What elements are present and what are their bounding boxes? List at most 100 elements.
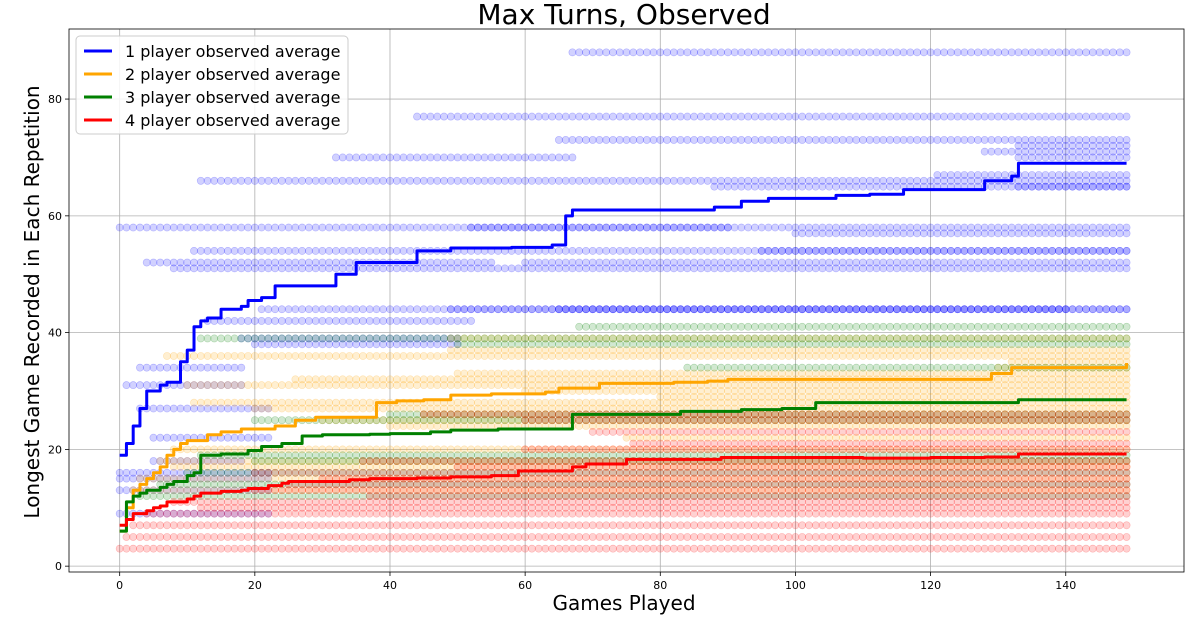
scatter-point bbox=[223, 246, 232, 255]
scatter-point bbox=[784, 48, 793, 57]
scatter-point bbox=[811, 322, 820, 331]
scatter-point bbox=[250, 223, 259, 232]
scatter-point bbox=[507, 176, 516, 185]
scatter-point bbox=[838, 136, 847, 144]
scatter-point bbox=[946, 176, 955, 185]
scatter-point bbox=[933, 246, 942, 255]
scatter-point bbox=[859, 305, 867, 314]
scatter-point bbox=[1028, 305, 1036, 314]
scatter-point bbox=[440, 305, 448, 314]
scatter-point bbox=[784, 246, 793, 255]
scatter-point bbox=[636, 223, 644, 232]
scatter-point bbox=[1075, 153, 1084, 162]
scatter-point bbox=[622, 48, 631, 57]
scatter-point bbox=[825, 352, 834, 360]
scatter-point bbox=[1055, 182, 1063, 191]
scatter-point bbox=[582, 176, 590, 185]
scatter-point bbox=[994, 264, 1003, 273]
scatter-point bbox=[805, 112, 813, 121]
scatter-point bbox=[514, 264, 523, 273]
scatter-point bbox=[845, 322, 854, 331]
scatter-point bbox=[1095, 182, 1104, 191]
scatter-point bbox=[1109, 48, 1117, 57]
scatter-point bbox=[122, 486, 131, 495]
scatter-point bbox=[217, 246, 225, 255]
scatter-point bbox=[250, 381, 259, 390]
scatter-point bbox=[1115, 305, 1124, 314]
scatter-point bbox=[582, 223, 590, 232]
scatter-point bbox=[568, 153, 577, 162]
scatter-point bbox=[257, 264, 266, 273]
scatter-point bbox=[419, 112, 428, 121]
scatter-point bbox=[494, 264, 503, 273]
scatter-point bbox=[899, 229, 908, 238]
scatter-point bbox=[359, 264, 367, 273]
scatter-point bbox=[703, 246, 712, 255]
scatter-point bbox=[379, 416, 388, 425]
scatter-point bbox=[1028, 322, 1036, 331]
scatter-point bbox=[845, 363, 854, 372]
scatter-point bbox=[744, 363, 753, 372]
scatter-point bbox=[575, 223, 584, 232]
scatter-point bbox=[311, 305, 320, 314]
scatter-point bbox=[332, 264, 340, 273]
scatter-point bbox=[1021, 176, 1030, 185]
scatter-point bbox=[642, 264, 651, 273]
scatter-point bbox=[115, 509, 124, 518]
scatter-point bbox=[615, 136, 624, 144]
scatter-point bbox=[805, 264, 813, 273]
scatter-point bbox=[663, 305, 671, 314]
scatter-point bbox=[298, 317, 307, 325]
scatter-point bbox=[325, 404, 334, 413]
scatter-point bbox=[500, 176, 509, 185]
scatter-point bbox=[683, 48, 692, 57]
scatter-point bbox=[649, 264, 658, 273]
scatter-point bbox=[865, 48, 874, 57]
scatter-point bbox=[284, 264, 293, 273]
scatter-point bbox=[690, 322, 698, 331]
scatter-point bbox=[325, 246, 334, 255]
scatter-point bbox=[359, 305, 367, 314]
scatter-point bbox=[1068, 153, 1077, 162]
scatter-point bbox=[264, 176, 273, 185]
scatter-point bbox=[913, 322, 921, 331]
scatter-point bbox=[622, 136, 631, 144]
scatter-point bbox=[392, 153, 401, 162]
scatter-point bbox=[919, 229, 928, 238]
scatter-point bbox=[615, 223, 624, 232]
scatter-point bbox=[1082, 147, 1090, 156]
scatter-point bbox=[1109, 182, 1117, 191]
scatter-point bbox=[1075, 171, 1084, 179]
scatter-point bbox=[960, 112, 969, 121]
scatter-point bbox=[271, 416, 280, 425]
scatter-point bbox=[784, 112, 793, 121]
scatter-point bbox=[338, 264, 347, 273]
scatter-point bbox=[879, 229, 888, 238]
scatter-point bbox=[649, 48, 658, 57]
scatter-point bbox=[973, 322, 982, 331]
scatter-point bbox=[818, 48, 827, 57]
scatter-point bbox=[723, 48, 732, 57]
scatter-point bbox=[223, 398, 232, 407]
scatter-point bbox=[318, 246, 327, 255]
scatter-point bbox=[906, 305, 915, 314]
scatter-point bbox=[825, 176, 834, 185]
scatter-point bbox=[575, 264, 584, 273]
scatter-point bbox=[169, 223, 178, 232]
scatter-point bbox=[345, 264, 354, 273]
scatter-point bbox=[717, 182, 726, 191]
scatter-point bbox=[588, 340, 597, 349]
scatter-point bbox=[568, 246, 577, 255]
scatter-point bbox=[676, 223, 685, 232]
scatter-point bbox=[365, 381, 374, 390]
scatter-point bbox=[548, 112, 557, 121]
scatter-point bbox=[859, 229, 867, 238]
scatter-point bbox=[656, 322, 665, 331]
scatter-point bbox=[122, 223, 131, 232]
scatter-point bbox=[1028, 112, 1036, 121]
scatter-point bbox=[176, 463, 185, 471]
scatter-point bbox=[507, 112, 516, 121]
scatter-point bbox=[548, 264, 557, 273]
scatter-point bbox=[473, 340, 482, 349]
scatter-point bbox=[771, 305, 780, 314]
